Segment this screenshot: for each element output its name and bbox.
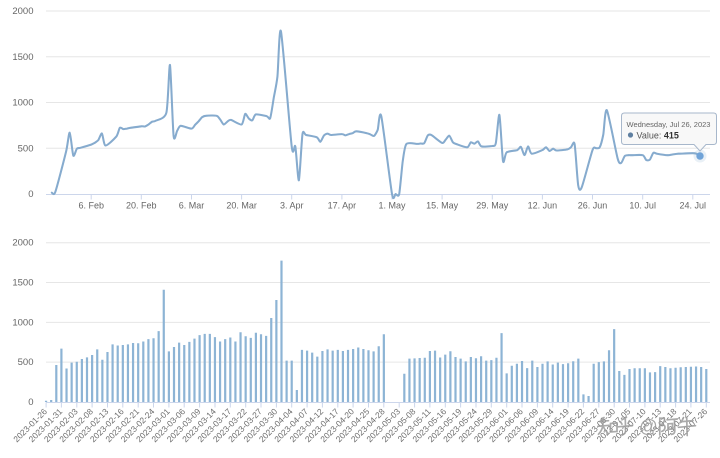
svg-text:1500: 1500 — [12, 52, 33, 63]
svg-text:20. Feb: 20. Feb — [126, 201, 157, 211]
svg-text:26. Jun: 26. Jun — [578, 201, 608, 211]
svg-text:12. Jun: 12. Jun — [528, 201, 558, 211]
svg-text:20. Mar: 20. Mar — [226, 201, 257, 211]
svg-text:500: 500 — [18, 143, 34, 154]
svg-text:24. Jul: 24. Jul — [680, 201, 707, 211]
svg-text:2000: 2000 — [12, 6, 33, 17]
svg-text:3. Apr: 3. Apr — [280, 201, 304, 211]
svg-text:2000: 2000 — [12, 238, 33, 249]
svg-text:1. May: 1. May — [378, 201, 406, 211]
svg-text:1000: 1000 — [12, 317, 33, 328]
svg-text:17. Apr: 17. Apr — [328, 201, 357, 211]
svg-text:29. May: 29. May — [476, 201, 509, 211]
svg-text:10. Jul: 10. Jul — [629, 201, 656, 211]
svg-text:@: @ — [639, 416, 658, 437]
svg-text:1000: 1000 — [12, 98, 33, 109]
svg-text:15. May: 15. May — [426, 201, 459, 211]
svg-text:Wednesday, Jul 26, 2023: Wednesday, Jul 26, 2023 — [627, 120, 711, 129]
svg-text:6. Mar: 6. Mar — [179, 201, 205, 211]
svg-text:6. Feb: 6. Feb — [78, 201, 104, 211]
svg-text:1500: 1500 — [12, 278, 33, 289]
svg-text:500: 500 — [18, 357, 34, 368]
svg-text:0: 0 — [28, 189, 33, 200]
svg-text:0: 0 — [28, 397, 33, 408]
svg-text:Value: 415: Value: 415 — [637, 131, 679, 141]
